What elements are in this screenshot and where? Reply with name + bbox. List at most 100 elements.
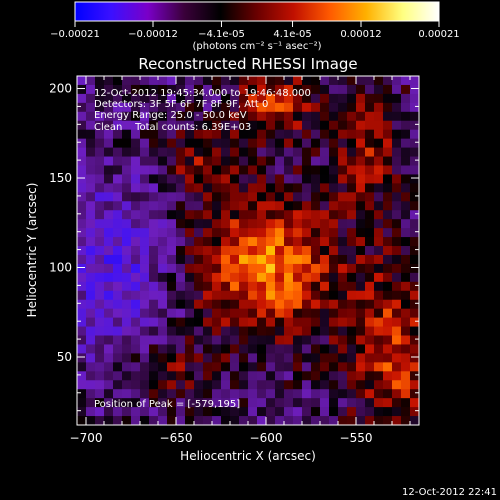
heatmap-cell	[311, 102, 321, 113]
heatmap-cell	[248, 84, 258, 95]
heatmap-cell	[248, 156, 258, 167]
heatmap-cell	[284, 165, 294, 176]
heatmap-cell	[203, 371, 213, 381]
heatmap-cell	[338, 308, 348, 319]
heatmap-cell	[95, 237, 105, 247]
heatmap-cell	[302, 416, 312, 425]
heatmap-cell	[113, 120, 123, 131]
heatmap-cell	[383, 246, 393, 256]
heatmap-cell	[230, 326, 240, 337]
heatmap-cell	[77, 129, 87, 140]
heatmap-cell	[320, 102, 330, 113]
heatmap-cell	[221, 353, 231, 363]
heatmap-cell	[167, 371, 177, 381]
heatmap-cell	[293, 281, 303, 292]
heatmap-cell	[338, 353, 348, 363]
heatmap-cell	[329, 335, 339, 346]
heatmap-cell	[293, 102, 303, 113]
heatmap-cell	[410, 120, 419, 131]
heatmap-cell	[212, 174, 222, 184]
heatmap-cell	[140, 147, 150, 158]
heatmap-cell	[77, 174, 87, 184]
heatmap-cell	[248, 147, 258, 158]
heatmap-cell	[338, 129, 348, 140]
heatmap-cell	[194, 76, 204, 86]
heatmap-cell	[257, 138, 267, 149]
heatmap-cell	[122, 362, 132, 372]
heatmap-cell	[293, 398, 303, 408]
heatmap-cell	[104, 147, 114, 158]
heatmap-cell	[158, 210, 168, 220]
heatmap-cell	[275, 299, 285, 310]
heatmap-cell	[248, 165, 258, 176]
heatmap-cell	[365, 165, 375, 176]
heatmap-cell	[185, 371, 195, 381]
heatmap-cell	[284, 272, 294, 283]
heatmap-cell	[113, 380, 123, 390]
heatmap-cell	[374, 353, 384, 363]
heatmap-cell	[149, 335, 159, 346]
heatmap-cell	[185, 344, 195, 355]
heatmap-cell	[230, 228, 240, 238]
heatmap-cell	[149, 389, 159, 399]
heatmap	[77, 76, 419, 425]
heatmap-cell	[176, 129, 186, 140]
heatmap-cell	[113, 263, 123, 274]
heatmap-cell	[320, 281, 330, 292]
heatmap-cell	[104, 407, 114, 417]
heatmap-cell	[356, 228, 366, 238]
heatmap-cell	[221, 93, 231, 104]
heatmap-cell	[122, 317, 132, 328]
heatmap-cell	[401, 380, 411, 390]
heatmap-cell	[239, 254, 249, 265]
heatmap-cell	[203, 174, 213, 184]
heatmap-cell	[212, 362, 222, 372]
heatmap-cell	[275, 281, 285, 292]
heatmap-cell	[104, 192, 114, 202]
heatmap-cell	[410, 174, 419, 184]
heatmap-cell	[383, 326, 393, 337]
heatmap-cell	[176, 174, 186, 184]
heatmap-cell	[302, 111, 312, 122]
info-detectors: Detectors: 3F 5F 6F 7F 8F 9F, Att 0	[94, 99, 268, 110]
heatmap-cell	[293, 228, 303, 238]
heatmap-cell	[329, 281, 339, 292]
heatmap-cell	[320, 93, 330, 104]
heatmap-cell	[302, 219, 312, 229]
heatmap-cell	[275, 174, 285, 184]
heatmap-cell	[239, 228, 249, 238]
heatmap-cell	[311, 93, 321, 104]
heatmap-cell	[185, 201, 195, 211]
heatmap-cell	[257, 371, 267, 381]
heatmap-cell	[311, 398, 321, 408]
heatmap-cell	[410, 308, 419, 319]
heatmap-cell	[356, 129, 366, 140]
heatmap-cell	[320, 111, 330, 122]
heatmap-cell	[230, 254, 240, 265]
heatmap-cell	[329, 398, 339, 408]
heatmap-cell	[149, 147, 159, 158]
heatmap-cell	[302, 84, 312, 95]
heatmap-cell	[275, 335, 285, 346]
heatmap-cell	[410, 147, 419, 158]
heatmap-cell	[203, 138, 213, 149]
heatmap-cell	[392, 111, 402, 122]
heatmap-cell	[374, 102, 384, 113]
heatmap-cell	[167, 165, 177, 176]
heatmap-cell	[167, 362, 177, 372]
heatmap-cell	[302, 120, 312, 131]
heatmap-cell	[311, 317, 321, 328]
heatmap-cell	[329, 290, 339, 301]
heatmap-cell	[284, 111, 294, 122]
heatmap-cell	[302, 335, 312, 346]
heatmap-cell	[401, 165, 411, 176]
heatmap-cell	[311, 416, 321, 425]
heatmap-cell	[257, 326, 267, 337]
heatmap-cell	[212, 344, 222, 355]
heatmap-cell	[374, 210, 384, 220]
heatmap-cell	[392, 335, 402, 346]
heatmap-cell	[392, 76, 402, 86]
heatmap-cell	[176, 344, 186, 355]
heatmap-cell	[266, 317, 276, 328]
heatmap-cell	[149, 129, 159, 140]
